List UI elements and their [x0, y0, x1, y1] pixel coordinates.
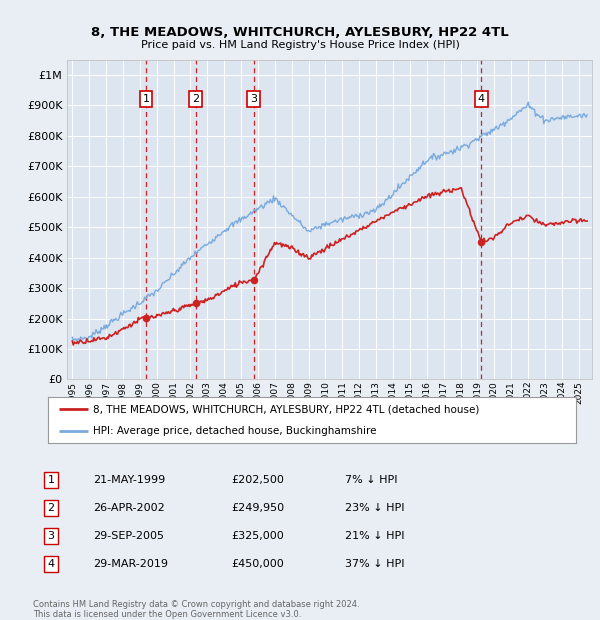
- Text: 2: 2: [192, 94, 199, 104]
- Text: 4: 4: [478, 94, 485, 104]
- Text: 26-APR-2002: 26-APR-2002: [93, 503, 165, 513]
- Text: 21% ↓ HPI: 21% ↓ HPI: [345, 531, 404, 541]
- Text: £450,000: £450,000: [231, 559, 284, 569]
- Text: HPI: Average price, detached house, Buckinghamshire: HPI: Average price, detached house, Buck…: [93, 426, 376, 436]
- Text: 21-MAY-1999: 21-MAY-1999: [93, 475, 165, 485]
- Text: 3: 3: [250, 94, 257, 104]
- Text: 3: 3: [47, 531, 55, 541]
- Text: 23% ↓ HPI: 23% ↓ HPI: [345, 503, 404, 513]
- Text: Price paid vs. HM Land Registry's House Price Index (HPI): Price paid vs. HM Land Registry's House …: [140, 40, 460, 50]
- Text: 7% ↓ HPI: 7% ↓ HPI: [345, 475, 398, 485]
- Text: 1: 1: [47, 475, 55, 485]
- Text: 2: 2: [47, 503, 55, 513]
- Text: 29-MAR-2019: 29-MAR-2019: [93, 559, 168, 569]
- Text: 4: 4: [47, 559, 55, 569]
- Text: 29-SEP-2005: 29-SEP-2005: [93, 531, 164, 541]
- Text: £202,500: £202,500: [231, 475, 284, 485]
- Text: 37% ↓ HPI: 37% ↓ HPI: [345, 559, 404, 569]
- Text: 8, THE MEADOWS, WHITCHURCH, AYLESBURY, HP22 4TL: 8, THE MEADOWS, WHITCHURCH, AYLESBURY, H…: [91, 26, 509, 38]
- Text: 8, THE MEADOWS, WHITCHURCH, AYLESBURY, HP22 4TL (detached house): 8, THE MEADOWS, WHITCHURCH, AYLESBURY, H…: [93, 404, 479, 414]
- Text: £325,000: £325,000: [231, 531, 284, 541]
- Text: Contains HM Land Registry data © Crown copyright and database right 2024.
This d: Contains HM Land Registry data © Crown c…: [33, 600, 359, 619]
- Text: £249,950: £249,950: [231, 503, 284, 513]
- Text: 1: 1: [143, 94, 150, 104]
